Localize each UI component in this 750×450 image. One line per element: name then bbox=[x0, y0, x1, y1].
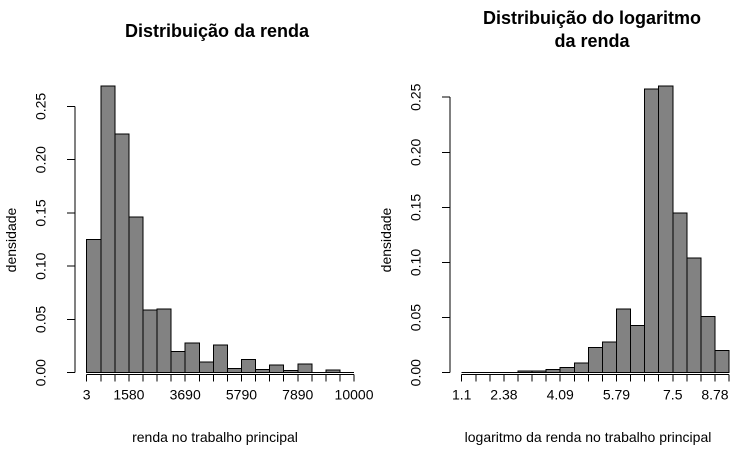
histogram-bar bbox=[615, 308, 632, 374]
histogram-bar bbox=[545, 368, 561, 374]
histogram-bar bbox=[517, 370, 533, 374]
histogram-bar bbox=[128, 216, 144, 374]
histogram-bar bbox=[644, 88, 660, 374]
histogram-bar bbox=[531, 370, 547, 374]
histogram-bar bbox=[240, 358, 257, 374]
x-tick-label: 1580 bbox=[113, 387, 144, 403]
plot-area: 0.00 0.05 0.10 0.15 0.20 0.25 3 1580 3690 5790 789… bbox=[33, 85, 374, 403]
y-tick-label: 0.10 bbox=[408, 249, 424, 276]
x-tick-label: 5.79 bbox=[603, 387, 630, 403]
histogram-bar bbox=[255, 369, 271, 374]
y-tick-label: 0.25 bbox=[33, 93, 49, 120]
histogram-bar bbox=[86, 239, 102, 374]
x-tick-label: 5790 bbox=[226, 387, 257, 403]
histogram-bar bbox=[658, 85, 674, 374]
y-tick-label: 0.10 bbox=[33, 252, 49, 279]
y-tick-label: 0.00 bbox=[408, 359, 424, 386]
histogram-bar bbox=[587, 346, 603, 374]
chart-title-log-renda-line2: da renda bbox=[554, 31, 630, 51]
chart-title-log-renda-line1: Distribuição do logaritmo bbox=[483, 8, 701, 28]
chart-title-renda: Distribuição da renda bbox=[125, 21, 310, 41]
y-tick-label: 0.15 bbox=[408, 194, 424, 221]
plot-area: 0.00 0.05 0.10 0.15 0.20 0.25 1.1 2.38 4.09 5.79 7… bbox=[408, 83, 730, 403]
histogram-bar bbox=[142, 309, 158, 374]
histogram-panel-renda: Distribuição da renda densidade renda no… bbox=[3, 21, 374, 445]
y-axis-title: densidade bbox=[3, 207, 19, 272]
histogram-bar bbox=[184, 342, 200, 374]
y-tick-label: 0.15 bbox=[33, 199, 49, 226]
x-axis-title: logaritmo da renda no trabalho principal bbox=[465, 429, 712, 445]
histogram-bar bbox=[297, 363, 313, 374]
histogram-bar bbox=[686, 257, 702, 374]
histogram-bar bbox=[325, 369, 341, 374]
histogram-bar bbox=[700, 316, 716, 374]
x-tick-label: 2.38 bbox=[490, 387, 517, 403]
y-axis-title: densidade bbox=[378, 207, 394, 272]
y-tick-label: 0.05 bbox=[33, 306, 49, 333]
y-tick-label: 0.20 bbox=[408, 138, 424, 165]
x-tick-label: 3690 bbox=[170, 387, 201, 403]
histogram-bar bbox=[601, 341, 617, 374]
histogram-bar bbox=[226, 367, 242, 374]
histogram-bar bbox=[672, 212, 688, 374]
histogram-panel-log-renda: Distribuição do logaritmo da renda densi… bbox=[375, 0, 750, 450]
histogram-bar bbox=[100, 85, 116, 374]
x-tick-label: 10000 bbox=[335, 387, 374, 403]
x-axis-title: renda no trabalho principal bbox=[132, 429, 298, 445]
histogram-bar bbox=[269, 364, 285, 374]
y-tick-label: 0.00 bbox=[33, 359, 49, 386]
histogram-renda-svg: Distribuição da renda densidade renda no… bbox=[3, 21, 374, 445]
histogram-bar bbox=[559, 367, 575, 374]
histogram-bar bbox=[198, 361, 214, 374]
x-tick-label: 7890 bbox=[282, 387, 313, 403]
histogram-bar bbox=[156, 308, 172, 374]
histogram-bar bbox=[114, 133, 130, 374]
x-tick-label: 1.1 bbox=[452, 387, 472, 403]
y-tick-label: 0.05 bbox=[408, 304, 424, 331]
histogram-bar bbox=[630, 324, 646, 374]
histogram-bar bbox=[573, 362, 589, 374]
histogram-bars bbox=[517, 85, 730, 374]
histogram-bar bbox=[170, 350, 186, 374]
histogram-bars bbox=[86, 85, 341, 374]
x-tick-label: 4.09 bbox=[547, 387, 574, 403]
histogram-log-renda-svg: Distribuição do logaritmo da renda densi… bbox=[378, 8, 730, 445]
histogram-bar bbox=[283, 370, 299, 374]
histogram-bar bbox=[714, 350, 730, 374]
x-tick-label: 8.78 bbox=[701, 387, 728, 403]
x-tick-label: 3 bbox=[83, 387, 91, 403]
histogram-bar bbox=[212, 344, 228, 374]
y-tick-label: 0.20 bbox=[33, 146, 49, 173]
x-tick-label: 7.5 bbox=[663, 387, 683, 403]
y-tick-label: 0.25 bbox=[408, 83, 424, 110]
